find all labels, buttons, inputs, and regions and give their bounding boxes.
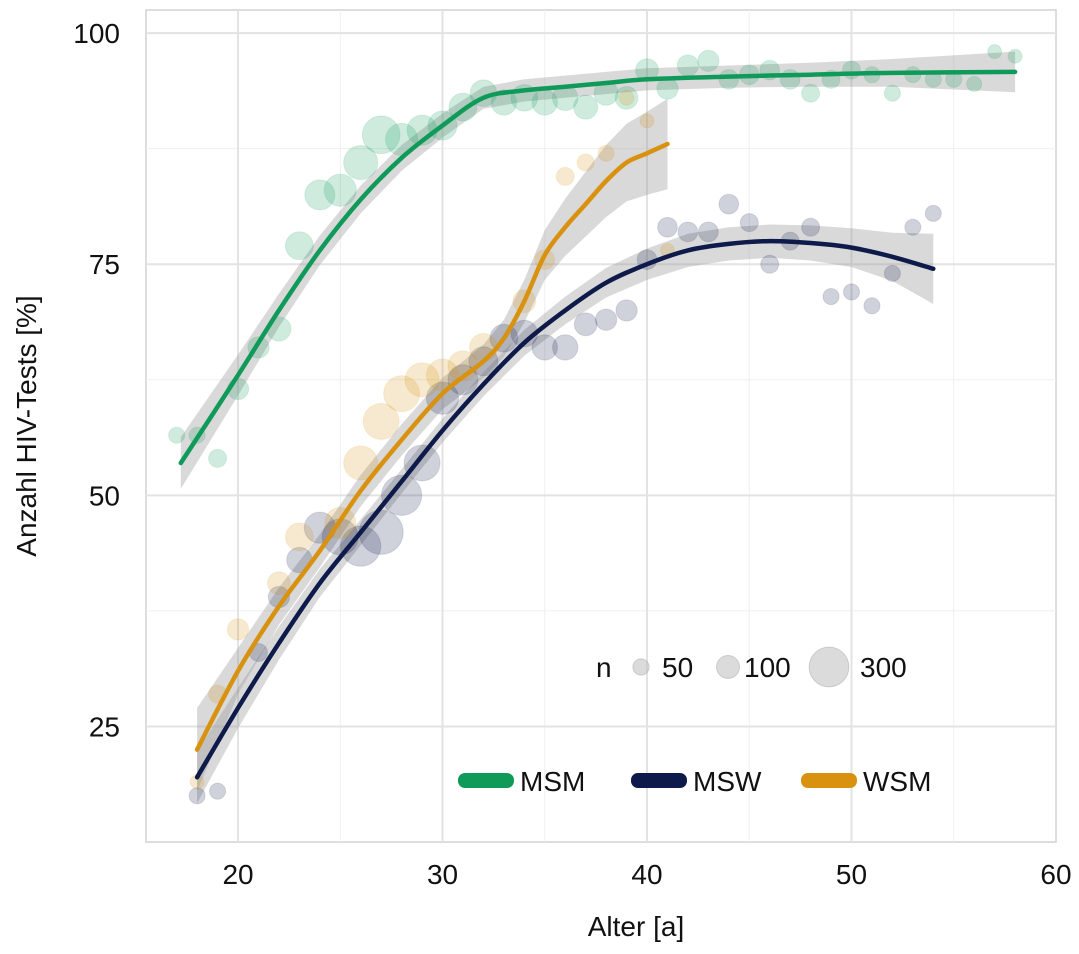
point-msm	[656, 77, 679, 100]
point-msw	[551, 334, 579, 361]
size-legend-circle-300	[808, 646, 850, 688]
point-wsm	[284, 522, 314, 552]
point-msw	[677, 221, 699, 243]
point-msm	[966, 75, 983, 92]
legend-key-msm	[458, 773, 514, 788]
color-legend: MSM MSW WSM	[458, 766, 931, 797]
legend-key-msw	[631, 773, 687, 788]
legend-label-wsm: WSM	[863, 766, 931, 797]
x-tick-label: 40	[631, 859, 662, 890]
point-msm	[883, 84, 901, 102]
point-msw	[573, 312, 598, 337]
point-wsm	[639, 113, 655, 129]
point-msw	[842, 283, 861, 301]
point-wsm	[404, 362, 440, 398]
ci-ribbon-msm	[180, 51, 1016, 489]
point-wsm	[576, 153, 595, 172]
point-msm	[168, 426, 186, 444]
legend-label-msm: MSM	[520, 766, 585, 797]
legend-key-wsm	[801, 773, 857, 788]
point-msm	[614, 85, 639, 110]
gridlines	[146, 10, 1056, 842]
tick-labels: 20 30 40 50 60 25 50 75 100	[73, 18, 1071, 890]
size-legend-title: n	[596, 652, 612, 683]
point-msm	[1007, 48, 1023, 64]
point-msw	[760, 254, 780, 274]
legend-label-msw: MSW	[693, 766, 762, 797]
point-msw	[904, 218, 922, 236]
y-tick-label: 50	[89, 480, 120, 511]
trend-curve-msm	[178, 69, 1018, 466]
point-msw	[425, 381, 460, 415]
point-msw	[340, 525, 382, 567]
point-msw	[863, 297, 881, 315]
point-wsm	[468, 332, 498, 362]
point-msm	[718, 68, 740, 90]
size-legend-circle-100	[716, 655, 740, 679]
point-msm	[284, 231, 314, 261]
point-msm	[987, 44, 1003, 60]
point-msm	[343, 144, 379, 181]
x-axis-label: Alter [a]	[588, 911, 684, 942]
x-tick-label: 30	[427, 859, 458, 890]
point-msw	[924, 204, 942, 222]
point-msw	[822, 288, 840, 306]
point-msm	[842, 60, 862, 80]
size-legend-circle-50	[632, 658, 650, 676]
confidence-ribbons	[180, 51, 1016, 804]
point-msm	[676, 54, 700, 77]
y-tick-label: 100	[73, 18, 120, 49]
size-legend-label-100: 100	[744, 652, 791, 683]
ci-ribbon-wsm	[197, 98, 668, 792]
point-wsm	[555, 166, 575, 186]
point-wsm	[362, 402, 400, 440]
point-wsm	[383, 375, 421, 413]
point-wsm	[267, 571, 291, 596]
point-msw	[594, 308, 618, 331]
point-msm	[779, 68, 801, 90]
point-msw	[615, 299, 638, 322]
point-msw	[739, 213, 759, 233]
point-msm	[323, 173, 357, 207]
size-legend-label-50: 50	[662, 652, 693, 683]
point-msw	[698, 221, 719, 243]
y-tick-label: 25	[89, 711, 120, 742]
y-tick-label: 75	[89, 249, 120, 280]
point-msw	[209, 782, 227, 800]
point-msm	[208, 448, 228, 468]
point-wsm	[618, 89, 635, 106]
x-tick-label: 20	[222, 859, 253, 890]
point-msw	[380, 474, 423, 516]
point-msw	[403, 444, 441, 482]
x-tick-label: 50	[836, 859, 867, 890]
point-msm	[361, 115, 401, 155]
point-msw	[801, 217, 821, 237]
size-legend-label-300: 300	[860, 652, 907, 683]
point-msw	[188, 787, 206, 805]
trend-curve-msw	[194, 238, 936, 780]
trend-curves	[178, 69, 1018, 780]
point-msw	[718, 193, 740, 215]
point-wsm	[597, 144, 615, 162]
point-msm	[697, 49, 720, 72]
point-msw	[531, 334, 558, 361]
y-axis-label: Anzahl HIV-Tests [%]	[11, 295, 42, 556]
point-msm	[304, 179, 336, 211]
point-msw	[657, 216, 678, 238]
scatter-points	[168, 44, 1023, 805]
point-msm	[573, 94, 599, 120]
point-msm	[801, 83, 821, 103]
point-wsm	[343, 445, 379, 481]
point-msw	[883, 264, 901, 283]
plot-panel	[145, 9, 1057, 843]
point-wsm	[226, 618, 250, 641]
trend-curve-wsm	[194, 141, 670, 752]
x-tick-label: 60	[1040, 859, 1071, 890]
size-legend: n 50 100 300	[596, 646, 907, 688]
point-msw	[358, 509, 404, 555]
